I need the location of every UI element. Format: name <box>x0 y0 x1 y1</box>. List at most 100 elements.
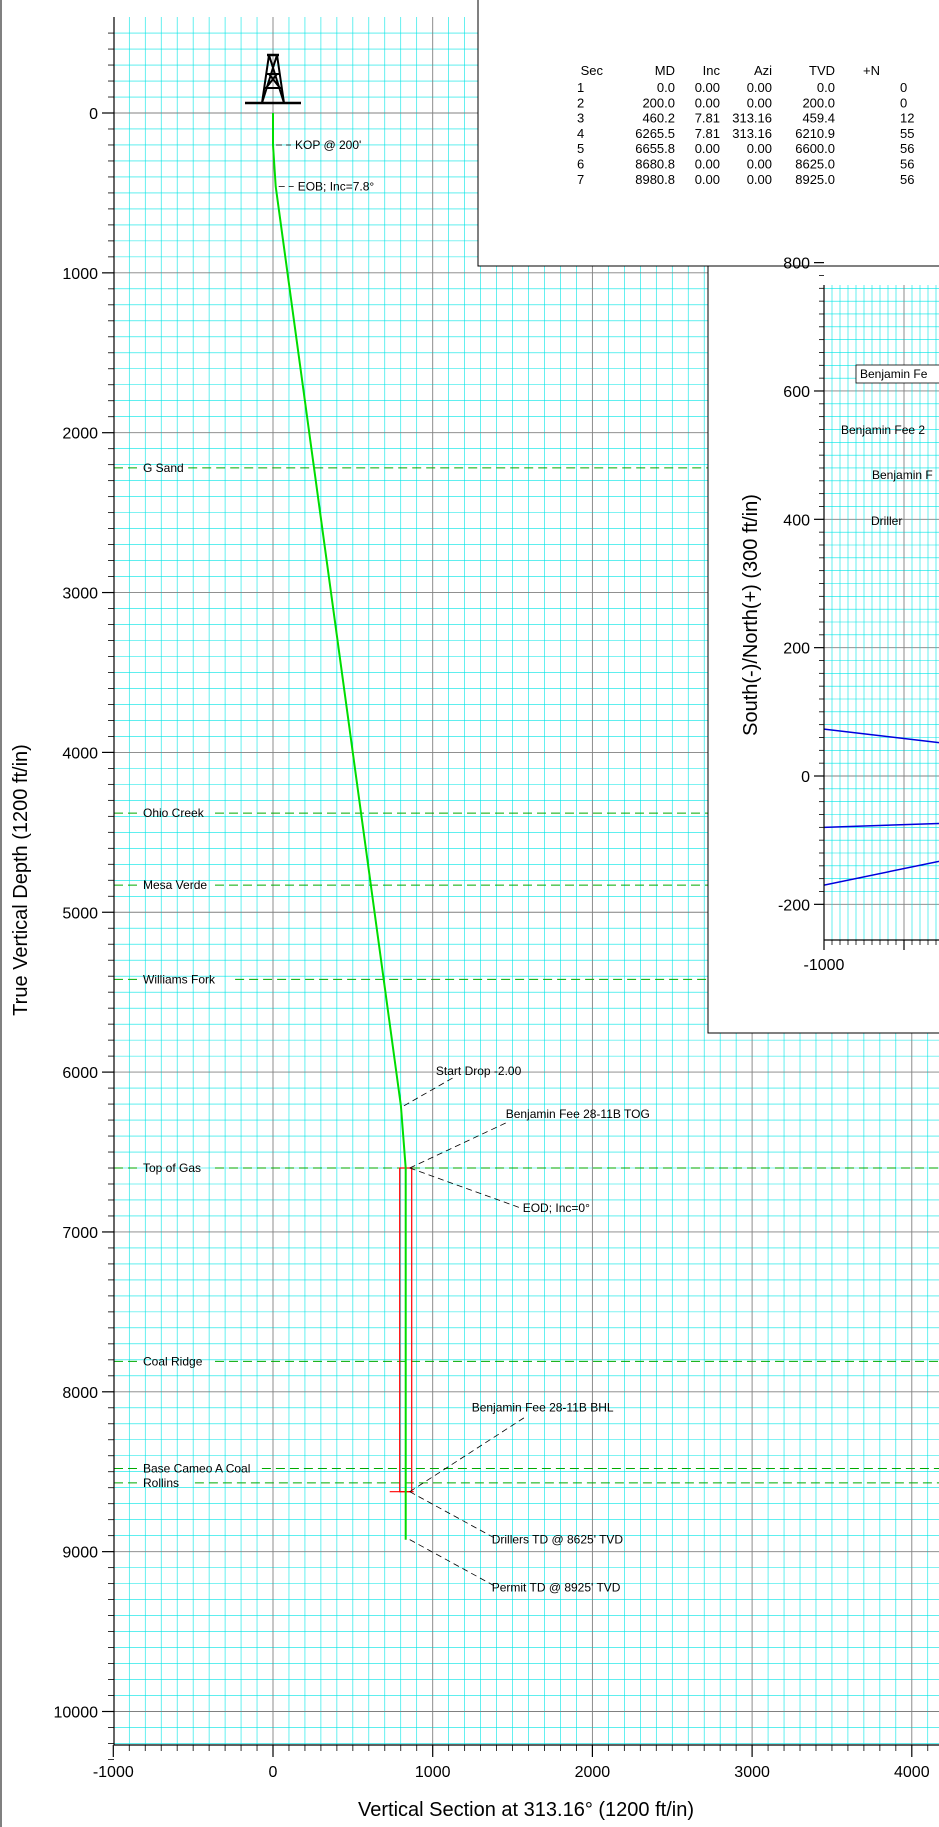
y-tick-label: 1000 <box>62 266 98 283</box>
inset-y-tick-label: -200 <box>778 897 810 914</box>
inset-series <box>824 728 939 886</box>
table-cell: 7.81 <box>695 111 720 126</box>
plan-view-inset: Benjamin Fe Benjamin Fee 2 Benjamin F Drill… <box>707 256 939 1034</box>
annotation-label: EOD; Inc=0° <box>523 1201 590 1215</box>
section-view-plot: G Sand Ohio Creek Mesa Verde Williams Fork T… <box>10 17 939 1821</box>
table-cell: 6210.9 <box>795 126 835 141</box>
y-tick-label: 3000 <box>62 586 98 603</box>
table-cell: 4 <box>577 126 584 141</box>
table-cell: 200.0 <box>802 95 835 110</box>
y-tick-label: 9000 <box>62 1545 98 1562</box>
table-cell: 0.00 <box>747 172 772 187</box>
y-tick-label: 7000 <box>62 1225 98 1242</box>
table-cell: 2 <box>577 95 584 110</box>
annotation-leader <box>409 1416 526 1493</box>
table-cell: 5 <box>577 141 584 156</box>
annotation-label: Drillers TD @ 8625' TVD <box>492 1533 624 1547</box>
table-cell: 8625.0 <box>795 157 835 172</box>
formation-label: Williams Fork <box>143 972 216 986</box>
annotations: KOP @ 200' EOB; Inc=7.8° Start Drop -2.00 B… <box>276 138 650 1595</box>
table-cell: 0.00 <box>695 172 720 187</box>
formation-label: Mesa Verde <box>143 878 207 892</box>
table-cell: 6600.0 <box>795 141 835 156</box>
main-grid <box>114 17 939 1745</box>
table-cell: 0.0 <box>657 80 675 95</box>
table-cell: 6 <box>577 157 584 172</box>
table-header: Sec <box>581 63 604 78</box>
table-cell: 0 <box>900 95 907 110</box>
table-cell: 8680.8 <box>635 157 675 172</box>
inset-label: Benjamin Fee 2 <box>841 423 925 437</box>
inset-label: Benjamin F <box>872 468 933 482</box>
y-tick-label: 2000 <box>62 426 98 443</box>
inset-axes: 800 600 400 200 0 -200 -1000 <box>778 256 939 974</box>
annotation-label: Benjamin Fee 28-11B TOG <box>506 1107 650 1121</box>
wellpath-line <box>272 113 407 1540</box>
table-cell: 56 <box>900 172 914 187</box>
table-cell: 56 <box>900 157 914 172</box>
annotation-label: Start Drop -2.00 <box>436 1064 522 1078</box>
formation-label: G Sand <box>143 461 184 475</box>
y-tick-label: 5000 <box>62 905 98 922</box>
inset-y-tick-label: 400 <box>783 512 810 529</box>
table-cell: 56 <box>900 141 914 156</box>
table-cell: 313.16 <box>732 111 772 126</box>
x-tick-label: 2000 <box>575 1764 611 1781</box>
table-cell: 7.81 <box>695 126 720 141</box>
inset-boundary-line <box>824 860 939 886</box>
table-header: Azi <box>754 63 772 78</box>
inset-y-tick-label: 600 <box>783 384 810 401</box>
table-cell: 0.00 <box>747 141 772 156</box>
table-cell: 3 <box>577 111 584 126</box>
annotation-leader <box>409 1491 498 1541</box>
x-tick-label: -1000 <box>93 1764 134 1781</box>
inset-boundary-line <box>824 822 939 829</box>
table-cell: 0.00 <box>695 141 720 156</box>
y-tick-label: 0 <box>89 106 98 123</box>
inset-labels: Benjamin Fe Benjamin Fee 2 Benjamin F Drill… <box>841 364 939 528</box>
table-cell: 0.00 <box>695 95 720 110</box>
table-cell: 0.00 <box>747 95 772 110</box>
inset-label-box <box>855 364 939 384</box>
table-cell: 0.00 <box>695 157 720 172</box>
x-tick-label: 0 <box>269 1764 278 1781</box>
table-cell: 200.0 <box>642 95 675 110</box>
y-tick-label: 6000 <box>62 1065 98 1082</box>
table-cell: 0.00 <box>747 157 772 172</box>
table-header: +N <box>863 63 880 78</box>
formation-label: Rollins <box>143 1476 179 1490</box>
section-table: Sec MD Inc Azi TVD +N1 0.0 0.00 0.00 0.0 02 200.0 0.… <box>577 63 914 187</box>
inset-y-tick-label: 200 <box>783 641 810 658</box>
inset-y-tick-label: 0 <box>801 769 810 786</box>
inset-x-tick-label: -1000 <box>804 957 845 974</box>
annotation-label: KOP @ 200' <box>295 138 361 152</box>
table-cell: 6265.5 <box>635 126 675 141</box>
table-cell: 0.00 <box>695 80 720 95</box>
y-tick-label: 8000 <box>62 1385 98 1402</box>
y-tick-label: 4000 <box>62 745 98 762</box>
wellpath-series <box>272 113 407 1540</box>
table-cell: 0.0 <box>817 80 835 95</box>
x-tick-label: 1000 <box>415 1764 451 1781</box>
section-table-panel: Sec MD Inc Azi TVD +N1 0.0 0.00 0.00 0.0 02 200.0 0.… <box>477 0 939 267</box>
table-cell: 459.4 <box>802 111 835 126</box>
annotation-leader <box>409 1122 506 1169</box>
annotation-label: Benjamin Fee 28-11B BHL <box>472 1401 614 1415</box>
table-cell: 7 <box>577 172 584 187</box>
x-axis-label: Vertical Section at 313.16° (1200 ft/in) <box>358 1799 694 1821</box>
y-tick-label: 10000 <box>54 1705 99 1722</box>
derrick-icon <box>245 53 301 105</box>
table-cell: 0.00 <box>747 80 772 95</box>
y-axis-label: True Vertical Depth (1200 ft/in) <box>10 744 32 1016</box>
inset-label: Benjamin Fe <box>860 367 928 381</box>
table-frame <box>477 0 939 267</box>
inset-boundary-line <box>824 728 939 744</box>
formation-label: Ohio Creek <box>143 806 205 820</box>
table-cell: 8980.8 <box>635 172 675 187</box>
inset-y-tick-label: 800 <box>783 256 810 273</box>
main-axes: 0100020003000400050006000700080009000100… <box>54 17 939 1781</box>
table-header: MD <box>655 63 675 78</box>
table-cell: 1 <box>577 80 584 95</box>
inset-y-axis-label: South(-)/North(+) (300 ft/in) <box>740 494 762 736</box>
